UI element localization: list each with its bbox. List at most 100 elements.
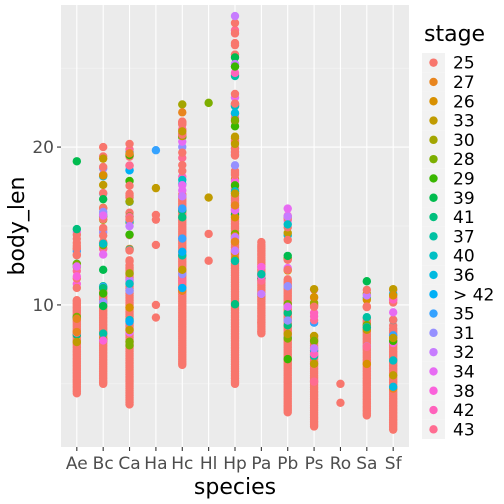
legend-label: 34 bbox=[453, 362, 475, 382]
data-point bbox=[98, 211, 108, 220]
data-point bbox=[204, 98, 213, 108]
data-point bbox=[178, 100, 187, 109]
data-point bbox=[230, 53, 240, 62]
data-point bbox=[72, 272, 82, 281]
data-point bbox=[204, 229, 213, 239]
legend-label: 38 bbox=[453, 382, 475, 402]
data-point bbox=[151, 300, 161, 310]
data-point bbox=[309, 344, 319, 353]
legend-marker bbox=[429, 309, 438, 318]
legend-label: 27 bbox=[453, 73, 475, 93]
data-point bbox=[178, 127, 187, 136]
legend-label: 28 bbox=[453, 150, 475, 170]
legend-label: 37 bbox=[453, 227, 475, 247]
y-tick-label: 10 bbox=[32, 296, 54, 316]
data-point bbox=[283, 329, 292, 339]
data-point bbox=[362, 277, 372, 286]
data-point bbox=[230, 213, 240, 222]
legend-label: 25 bbox=[453, 54, 475, 74]
legend-marker bbox=[429, 425, 438, 434]
data-point bbox=[72, 262, 82, 271]
data-point bbox=[178, 181, 187, 190]
data-point bbox=[283, 235, 292, 245]
data-point bbox=[72, 337, 82, 347]
legend-label: 42 bbox=[453, 401, 475, 421]
data-point bbox=[230, 116, 240, 125]
data-point bbox=[230, 161, 240, 170]
data-point bbox=[125, 246, 134, 255]
data-point bbox=[230, 132, 240, 141]
data-point bbox=[257, 262, 266, 272]
legend-marker bbox=[429, 97, 438, 106]
x-tick-label: Sf bbox=[385, 454, 403, 474]
data-point bbox=[283, 354, 292, 364]
data-point bbox=[98, 171, 108, 180]
data-point bbox=[388, 371, 398, 380]
legend-marker bbox=[429, 174, 438, 183]
data-point bbox=[230, 68, 240, 78]
data-point bbox=[362, 302, 372, 311]
data-point bbox=[125, 215, 134, 224]
x-axis: Ae Bc Ca Ha Hc Hl Hp Pa Pb Ps Ro Sa Sf bbox=[66, 447, 403, 474]
data-point bbox=[283, 265, 292, 275]
data-point bbox=[362, 323, 372, 332]
data-point bbox=[309, 302, 319, 312]
data-point bbox=[257, 318, 266, 327]
y-tick-label: 20 bbox=[32, 138, 54, 158]
data-point bbox=[230, 29, 240, 38]
data-point bbox=[230, 201, 240, 210]
data-point bbox=[230, 147, 240, 156]
data-point bbox=[230, 256, 240, 266]
data-point bbox=[178, 204, 187, 213]
data-point bbox=[178, 166, 187, 176]
data-point bbox=[98, 336, 108, 345]
data-point bbox=[178, 234, 187, 243]
data-point bbox=[98, 239, 108, 248]
legend-marker bbox=[429, 154, 438, 164]
data-points bbox=[72, 11, 398, 434]
data-point bbox=[230, 122, 240, 131]
data-point bbox=[309, 312, 319, 321]
legend-marker bbox=[429, 193, 438, 202]
legend-marker bbox=[429, 77, 438, 87]
data-point bbox=[98, 289, 108, 298]
data-point bbox=[309, 336, 319, 346]
data-point bbox=[151, 146, 161, 155]
data-point bbox=[283, 316, 292, 325]
data-point bbox=[125, 269, 134, 278]
data-point bbox=[309, 359, 319, 368]
x-tick-label: Sa bbox=[356, 454, 377, 474]
legend-marker bbox=[429, 367, 438, 376]
data-point bbox=[309, 284, 319, 294]
data-point bbox=[125, 181, 134, 190]
y-axis-title: body_len bbox=[5, 177, 30, 276]
data-point bbox=[125, 161, 134, 170]
data-point bbox=[98, 162, 108, 172]
legend-marker bbox=[429, 116, 438, 125]
legend-label: 39 bbox=[453, 189, 475, 209]
x-tick-label: Ae bbox=[66, 454, 88, 474]
data-point bbox=[98, 329, 108, 338]
data-point bbox=[336, 398, 345, 407]
data-point bbox=[151, 313, 161, 322]
legend-marker bbox=[429, 251, 438, 260]
data-point bbox=[283, 308, 292, 318]
data-point bbox=[72, 295, 82, 305]
legend-label: 26 bbox=[453, 92, 475, 112]
data-point bbox=[178, 276, 187, 286]
data-point bbox=[125, 197, 134, 206]
data-point bbox=[98, 194, 108, 204]
legend-marker bbox=[429, 405, 438, 415]
data-point bbox=[125, 286, 134, 295]
data-point bbox=[230, 62, 240, 71]
x-tick-label: Hl bbox=[200, 454, 218, 474]
data-point bbox=[257, 270, 266, 279]
data-point bbox=[362, 342, 372, 352]
x-tick-label: Ps bbox=[305, 454, 324, 474]
data-point bbox=[230, 170, 240, 180]
legend-label: 33 bbox=[453, 112, 475, 132]
data-point bbox=[178, 213, 187, 222]
data-point bbox=[388, 308, 398, 317]
